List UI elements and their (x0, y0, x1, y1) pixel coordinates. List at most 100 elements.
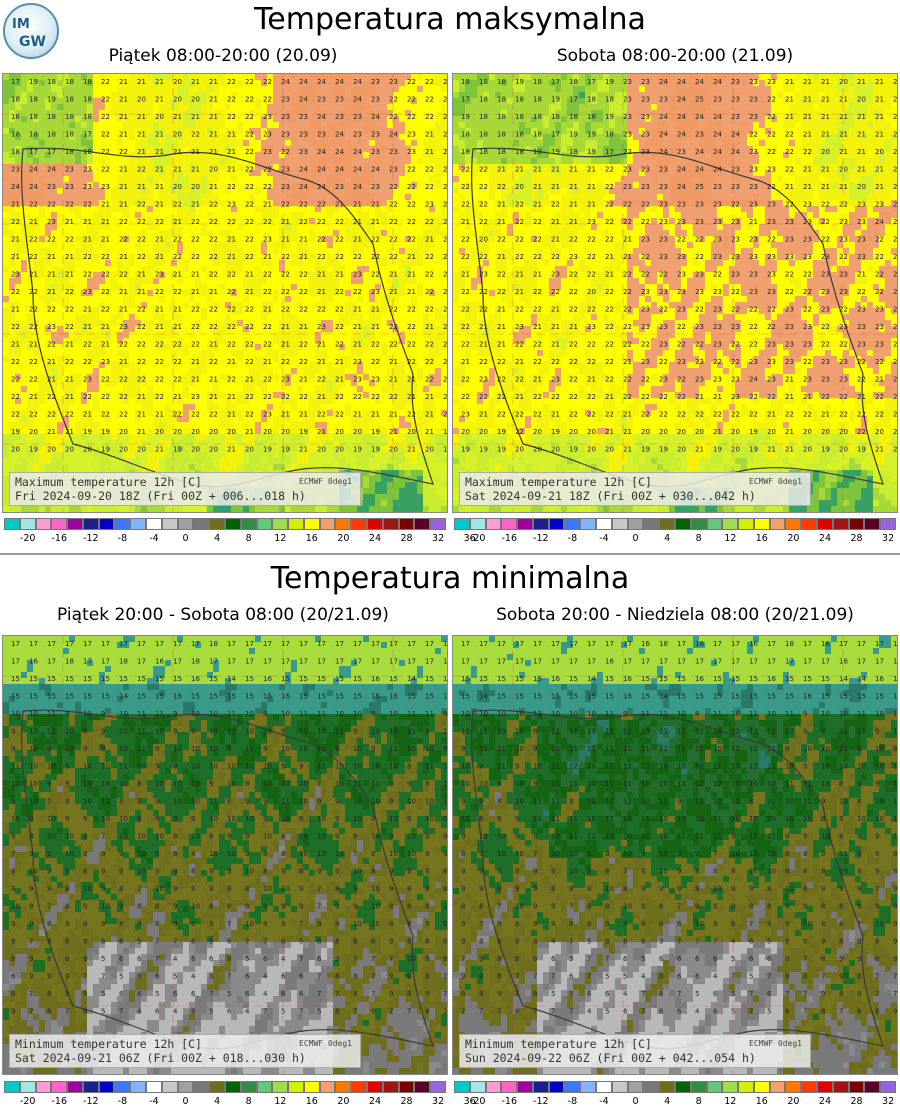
scale-swatch (469, 1081, 486, 1093)
scale-swatch (611, 518, 628, 530)
scale-swatch (611, 1081, 628, 1093)
scale-swatch (193, 518, 210, 530)
scale-swatches (4, 1081, 446, 1093)
scale-swatch (130, 1081, 147, 1093)
scale-swatch (722, 1081, 739, 1093)
scale-tick-label: 4 (214, 533, 220, 544)
lat-lon-grid (3, 74, 447, 512)
scale-swatch (366, 1081, 383, 1093)
scale-swatch (454, 1081, 470, 1093)
info-validity: Fri 2024-09-20 18Z (Fri 00Z + 006...018 … (15, 489, 355, 503)
scale-swatch (769, 1081, 786, 1093)
scale-tick-label: 0 (183, 533, 189, 544)
scale-swatch (785, 1081, 802, 1093)
scale-tick-label: 8 (696, 1096, 702, 1107)
scale-tick-label: -12 (533, 533, 549, 544)
scale-swatch (880, 1081, 896, 1093)
scale-swatch (35, 518, 52, 530)
map-title-min-fri-sat: Piątek 20:00 - Sobota 08:00 (20/21.09) (0, 605, 446, 625)
scale-swatch (690, 1081, 707, 1093)
scale-swatch (288, 518, 304, 530)
scale-swatch (82, 518, 99, 530)
scale-swatch (240, 518, 257, 530)
scale-swatch (303, 1081, 320, 1093)
scale-swatch (674, 518, 691, 530)
scale-swatch (627, 1081, 644, 1093)
scale-swatch (517, 1081, 533, 1093)
max-temp-map-friday[interactable]: 17 19 18 18 18 22 21 21 21 20 21 21 22 22 22 24 24 24 24 24… (2, 73, 448, 513)
scale-swatch (414, 518, 431, 530)
scale-swatch (596, 518, 612, 530)
scale-swatch (19, 1081, 36, 1093)
scale-ticks: -20 -16 -12 -8 -4 0 4 8 12 16 20 24 28 32 36 (454, 1096, 896, 1110)
scale-swatch (690, 518, 707, 530)
scale-swatch (51, 1081, 68, 1093)
scale-swatch (596, 1081, 612, 1093)
max-temp-map-saturday-canvas: 18 18 18 19 18 17 18 17 19 23 23 24 24 24 24 23 23 23 21 21… (453, 74, 897, 512)
scale-tick-label: -20 (20, 1096, 36, 1107)
scale-swatch (146, 1081, 162, 1093)
scale-swatch (643, 518, 660, 530)
scale-swatch (303, 518, 320, 530)
scale-swatch (398, 1081, 415, 1093)
scale-swatch (398, 518, 415, 530)
scale-swatch (319, 1081, 336, 1093)
scale-tick-label: -12 (533, 1096, 549, 1107)
map-info-box: ECMWF 0deg1 Maximum temperature 12h [C] … (9, 472, 361, 506)
scale-tick-label: 8 (696, 533, 702, 544)
scale-tick-label: -8 (568, 1096, 577, 1107)
scale-swatch (98, 518, 115, 530)
color-scale-max-fri: -20 -16 -12 -8 -4 0 4 8 12 16 20 24 28 32 36 (2, 515, 476, 549)
scale-swatch (130, 518, 147, 530)
scale-swatch (82, 1081, 99, 1093)
scale-swatch (67, 518, 83, 530)
scale-tick-label: 20 (787, 533, 799, 544)
map-title-max-fri: Piątek 08:00-20:00 (20.09) (0, 46, 446, 66)
scale-swatch (469, 518, 486, 530)
scale-tick-label: 24 (819, 533, 831, 544)
scale-tick-label: 24 (819, 1096, 831, 1107)
scale-swatch (351, 1081, 367, 1093)
scale-swatch (114, 518, 131, 530)
min-temperature-section: Temperatura minimalna Piątek 20:00 - Sob… (0, 555, 900, 1116)
scale-tick-label: 24 (369, 1096, 381, 1107)
scale-swatch (161, 518, 178, 530)
scale-tick-label: 28 (850, 533, 862, 544)
scale-swatch (224, 1081, 241, 1093)
min-temp-map-fri-sat[interactable]: 17 17 17 17 17 17 17 17 17 17 17 18 17 17 17 17 17 17 17 17… (2, 635, 448, 1075)
scale-swatch (674, 1081, 691, 1093)
scale-swatch (256, 1081, 273, 1093)
scale-swatch (738, 518, 754, 530)
lat-lon-grid (453, 636, 897, 1074)
scale-tick-label: 36 (464, 1096, 476, 1107)
scale-tick-label: 0 (633, 533, 639, 544)
country-border (21, 147, 434, 488)
scale-swatch (366, 518, 383, 530)
max-section-title: Temperatura maksymalna (0, 2, 900, 37)
scale-swatches (454, 518, 896, 530)
scale-swatch (753, 518, 770, 530)
scale-tick-label: 32 (882, 1096, 894, 1107)
scale-tick-label: 16 (756, 533, 768, 544)
scale-swatch (485, 1081, 502, 1093)
scale-swatch (161, 1081, 178, 1093)
scale-swatch (430, 1081, 446, 1093)
min-temp-map-sat-sun[interactable]: 17 17 17 17 17 17 17 17 17 17 16 18 17 16 17 17 16 17 18 17… (452, 635, 898, 1075)
scale-swatch (19, 518, 36, 530)
max-temp-map-saturday[interactable]: 18 18 18 19 18 17 18 17 19 23 23 24 24 24 24 23 23 23 21 21… (452, 73, 898, 513)
scale-tick-label: -8 (568, 533, 577, 544)
info-validity: Sat 2024-09-21 18Z (Fri 00Z + 030...042 … (465, 489, 805, 503)
scale-swatch (816, 518, 833, 530)
scale-swatch (706, 1081, 723, 1093)
scale-tick-label: -4 (149, 1096, 158, 1107)
scale-swatch (382, 1081, 399, 1093)
min-temp-map-sat-sun-canvas: 17 17 17 17 17 17 17 17 17 17 16 18 17 16 17 17 16 17 18 17… (453, 636, 897, 1074)
scale-tick-label: -4 (599, 1096, 608, 1107)
model-source: ECMWF 0deg1 (749, 475, 802, 489)
scale-swatch (288, 1081, 304, 1093)
color-scale-min-fri-sat: -20 -16 -12 -8 -4 0 4 8 12 16 20 24 28 32 36 (2, 1078, 476, 1112)
scale-tick-label: 12 (274, 533, 286, 544)
scale-tick-label: 4 (214, 1096, 220, 1107)
min-temp-map-fri-sat-canvas: 17 17 17 17 17 17 17 17 17 17 17 18 17 17 17 17 17 17 17 17… (3, 636, 447, 1074)
scale-swatch (51, 518, 68, 530)
